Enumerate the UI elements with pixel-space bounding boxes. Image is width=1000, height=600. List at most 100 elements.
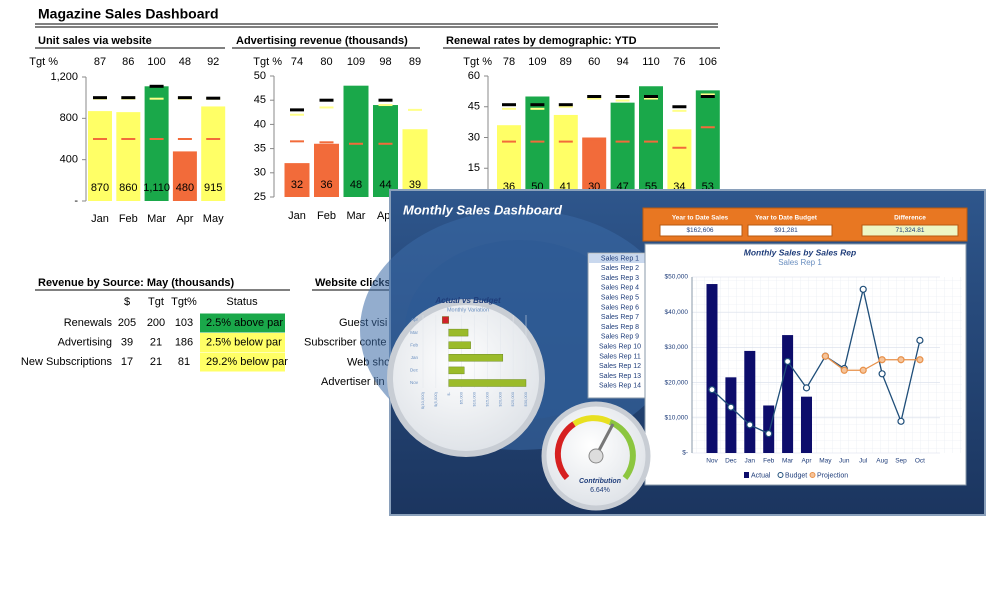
y-tick-label: 25 <box>254 191 266 203</box>
legend-swatch <box>809 472 816 478</box>
rep-list[interactable] <box>587 252 652 399</box>
x-tick-label: $25,000 <box>510 391 515 406</box>
cell: 81 <box>178 356 190 368</box>
value-label: 39 <box>409 179 421 191</box>
x-tick-label: Mar <box>782 458 794 465</box>
y-tick-label: Feb <box>410 342 418 347</box>
x-tick-label: May <box>819 458 832 465</box>
x-tick-label: Mar <box>347 210 366 222</box>
x-tick-label: $30,000 <box>523 391 528 406</box>
rep-item[interactable]: Sales Rep 1 <box>601 255 639 262</box>
legend-label: Budget <box>785 472 807 479</box>
kpi-label: Year to Date Sales <box>672 215 729 222</box>
bar <box>610 102 635 199</box>
point <box>708 386 716 394</box>
y-tick-label: Mar <box>410 330 418 335</box>
point <box>859 285 867 293</box>
target-pct: 109 <box>347 56 365 68</box>
target-pct: 87 <box>94 56 106 68</box>
chart-title: Unit sales via website <box>38 35 152 47</box>
bar <box>448 341 471 349</box>
sales-app-window: Monthly Sales Dashboard Contribution 6.6… <box>360 189 986 516</box>
kpi-value: $91,281 <box>774 227 798 234</box>
gauge-yellow <box>572 415 612 427</box>
target-pct: 60 <box>588 56 600 68</box>
rep-item[interactable]: Sales Rep 14 <box>599 383 641 390</box>
cell: 39 <box>121 336 133 348</box>
value-label: 48 <box>350 179 362 191</box>
y-tick-label: $30,000 <box>665 344 689 351</box>
rep-item[interactable]: Sales Rep 7 <box>601 314 639 321</box>
y-tick-label: $10,000 <box>665 415 689 422</box>
point <box>859 366 867 374</box>
chart-title: Actual vs Budget <box>434 296 501 305</box>
y-tick-label: 800 <box>60 112 78 124</box>
variance-dial <box>387 299 545 457</box>
target-pct: 92 <box>207 56 219 68</box>
x-tick-label: Jul <box>859 458 868 465</box>
kpi-label: Year to Date Budget <box>755 215 818 222</box>
x-tick-label: $5,000 <box>459 391 464 404</box>
status: 29.2% below par <box>206 356 288 368</box>
kpi-label: Difference <box>894 215 926 222</box>
point <box>897 356 905 364</box>
rep-item[interactable]: Sales Rep 8 <box>601 324 639 331</box>
rep-item[interactable]: Sales Rep 10 <box>599 344 641 351</box>
rep-item[interactable]: Sales Rep 13 <box>599 373 641 380</box>
value-label: 915 <box>204 182 222 194</box>
point <box>802 384 811 392</box>
bar <box>116 112 141 201</box>
value-label: 32 <box>291 179 303 191</box>
rep-item[interactable]: Sales Rep 6 <box>601 304 639 311</box>
target-pct: 110 <box>642 56 660 68</box>
target-pct: 78 <box>503 56 515 68</box>
point <box>727 403 735 411</box>
x-tick-label: Aug <box>876 458 888 465</box>
chart-title: Advertising revenue (thousands) <box>236 35 408 47</box>
kpi-box <box>861 224 959 237</box>
x-tick-label: Nov <box>706 458 718 465</box>
target-label: Tgt % <box>253 56 282 68</box>
bar <box>725 377 737 453</box>
rep-item[interactable]: Sales Rep 11 <box>599 353 641 360</box>
rep-item[interactable]: Sales Rep 9 <box>601 334 639 341</box>
row-label: Renewals <box>64 317 113 329</box>
chart-subtitle: Sales Rep 1 <box>778 258 822 267</box>
bar <box>314 143 339 197</box>
bar <box>763 405 775 453</box>
point <box>746 421 754 429</box>
value-label: 1,110 <box>143 182 170 194</box>
rep-item[interactable]: Sales Rep 2 <box>601 265 639 272</box>
table-title: Revenue by Source: May (thousands) <box>38 277 235 289</box>
bar <box>284 163 310 197</box>
target-pct: 100 <box>147 56 165 68</box>
legend-label: Projection <box>817 472 848 479</box>
target-pct: 89 <box>560 56 572 68</box>
y-tick-label: Nov <box>410 380 419 385</box>
x-tick-label: Sep <box>895 458 907 465</box>
x-tick-label: Jan <box>745 458 756 465</box>
column-header: Tgt <box>148 296 164 308</box>
y-tick-label: 60 <box>468 70 480 82</box>
value-label: 860 <box>119 182 137 194</box>
bar <box>448 354 504 362</box>
bar <box>448 379 527 387</box>
y-tick-label: $20,000 <box>665 379 689 386</box>
y-tick-label: - <box>74 195 78 207</box>
point <box>916 336 924 344</box>
dashboard-title: Magazine Sales Dashboard <box>38 6 219 22</box>
rep-selected <box>589 254 650 263</box>
rep-item[interactable]: Sales Rep 3 <box>601 275 639 282</box>
bar <box>639 86 663 199</box>
target-pct: 48 <box>179 56 191 68</box>
x-tick-label: Jan <box>91 213 109 225</box>
bar <box>695 90 720 199</box>
rep-item[interactable]: Sales Rep 4 <box>601 285 639 292</box>
chart-title: Monthly Sales by Sales Rep <box>744 247 856 257</box>
rep-item[interactable]: Sales Rep 12 <box>599 363 641 370</box>
rep-item[interactable]: Sales Rep 5 <box>601 295 639 302</box>
y-tick-label: 45 <box>254 94 266 106</box>
chart-title: Renewal rates by demographic: YTD <box>446 35 637 47</box>
bar <box>201 106 226 201</box>
point <box>878 356 886 364</box>
